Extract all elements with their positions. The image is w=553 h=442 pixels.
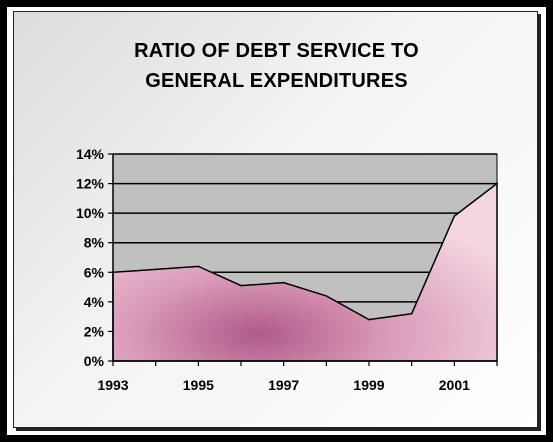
y-tick-label: 0%	[84, 353, 105, 369]
x-tick-label: 1999	[353, 377, 384, 393]
data-point	[368, 318, 370, 321]
chart-title-line-2: GENERAL EXPENDITURES	[145, 70, 408, 92]
y-tick-label: 10%	[76, 205, 105, 221]
y-tick-label: 8%	[84, 235, 105, 251]
chart-title: RATIO OF DEBT SERVICE TO GENERAL EXPENDI…	[0, 36, 553, 96]
data-point	[410, 312, 413, 315]
x-tick-label: 1993	[97, 377, 128, 393]
x-tick-label: 1997	[268, 377, 299, 393]
chart-title-line-1: RATIO OF DEBT SERVICE TO	[134, 40, 419, 62]
x-tick-label: 1995	[183, 377, 214, 393]
y-tick-label: 2%	[84, 323, 105, 339]
y-tick-label: 6%	[84, 264, 105, 280]
x-tick-label: 2001	[439, 377, 470, 393]
y-tick-label: 14%	[76, 146, 105, 162]
data-point	[282, 281, 285, 284]
y-tick-label: 12%	[76, 176, 105, 192]
data-point	[496, 182, 498, 185]
data-point	[154, 268, 157, 271]
data-point	[197, 265, 200, 268]
data-point	[240, 284, 242, 287]
y-tick-label: 4%	[84, 294, 105, 310]
data-point	[453, 215, 456, 217]
data-point	[325, 295, 328, 297]
